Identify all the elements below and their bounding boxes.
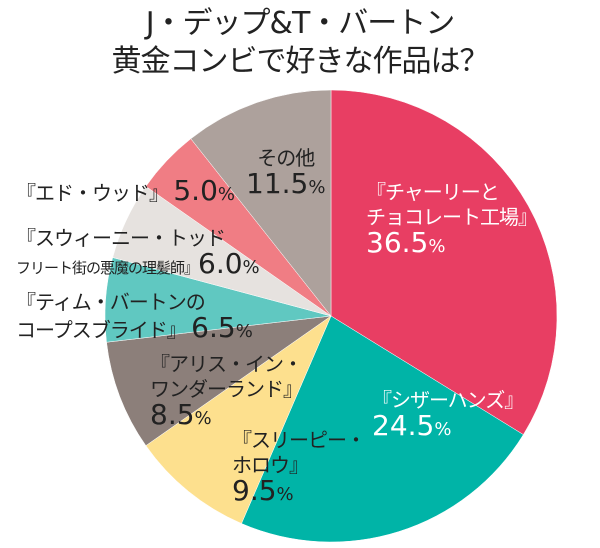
- pie-slice-7: [190, 89, 332, 317]
- label-other: その他 11.5%: [246, 146, 326, 200]
- label-sweeney: 『スウィーニー・トッド フリート街の悪魔の理髪師』6.0%: [16, 226, 260, 280]
- chart-title-line2: 黄金コンビで好きな作品は？: [111, 44, 490, 79]
- label-alice: 『アリス・イン・ ワンダーランド』 8.5%: [150, 352, 303, 431]
- pie-slice-3: [106, 315, 332, 446]
- pie-slice-0: [330, 89, 558, 435]
- pie-slice-1: [241, 315, 524, 543]
- label-corpse-bride: 『ティム・バートンの コープスブライド』 6.5%: [16, 290, 253, 344]
- pie-slice-2: [145, 315, 332, 524]
- label-edward: 『シザーハンズ』 24.5%: [372, 388, 524, 442]
- chart-title-line1: J・デップ&T・バートン: [145, 6, 456, 41]
- label-ed-wood: 『エド・ウッド』 5.0%: [16, 174, 235, 207]
- label-sleepy: 『スリーピー・ ホロウ』 9.5%: [232, 428, 366, 507]
- label-charlie: 『チャーリーと チョコレート工場』 36.5%: [366, 180, 538, 259]
